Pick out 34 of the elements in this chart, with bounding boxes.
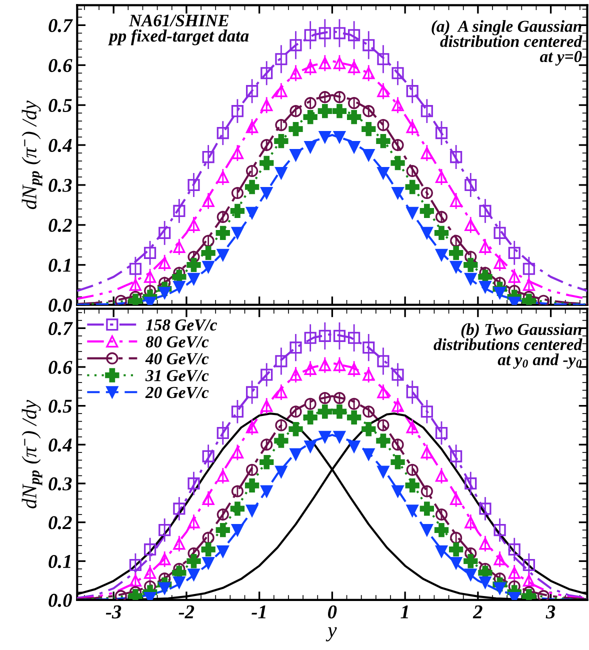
y-tick-label: 0.3 <box>48 178 72 192</box>
legend-label: 40 GeV/c <box>145 353 209 364</box>
x-tick-label: -2 <box>178 605 194 618</box>
x-tick-label: -1 <box>252 605 266 618</box>
y-tick-label: 0.1 <box>48 258 70 272</box>
y-tick-label: 0.7 <box>48 18 73 32</box>
x-tick-label: 3 <box>546 605 556 618</box>
annotation: (b) Two Gaussian distributions centered at y$_{0}$ and -y$_{0}$ <box>434 323 582 369</box>
annotation: NA61/SHINE pp fixed-target data <box>108 14 249 46</box>
x-tick-label: 1 <box>400 605 408 618</box>
y-tick-label: 0.0 <box>48 298 72 312</box>
annotation: (a) A single Gaussian distribution centered at y=0 <box>432 20 582 66</box>
x-tick-label: 0 <box>328 605 337 618</box>
y-tick-label: 0.0 <box>48 594 72 607</box>
legend-label: 80 GeV/c <box>146 336 209 348</box>
x-tick-label: -3 <box>106 605 122 618</box>
legend-label: 158 GeV/c <box>146 319 217 331</box>
y-tick-label: 0.1 <box>48 554 70 568</box>
x-tick-label: 2 <box>472 605 482 618</box>
y-tick-label: 0.2 <box>48 218 72 232</box>
y-tick-label: 0.2 <box>48 516 72 530</box>
y-tick-label: 0.4 <box>48 138 72 152</box>
x-axis-title: y <box>326 627 337 642</box>
y-tick-label: 0.6 <box>48 58 72 72</box>
y-tick-label: 0.4 <box>48 438 72 452</box>
y-tick-label: 0.5 <box>48 98 72 112</box>
y-tick-label: 0.3 <box>48 477 72 490</box>
legend-label: 20 GeV/c <box>145 386 209 398</box>
y-tick-label: 0.7 <box>48 322 73 336</box>
y-axis-title: dN$_{pp}$ (π$^{−}$) /dy <box>22 400 42 508</box>
y-axis-title: dN$_{pp}$ (π$^{−}$) /dy <box>22 100 42 210</box>
y-tick-label: 0.5 <box>48 400 72 413</box>
y-tick-label: 0.6 <box>48 360 72 374</box>
legend-label: 31 GeV/c <box>145 370 209 382</box>
